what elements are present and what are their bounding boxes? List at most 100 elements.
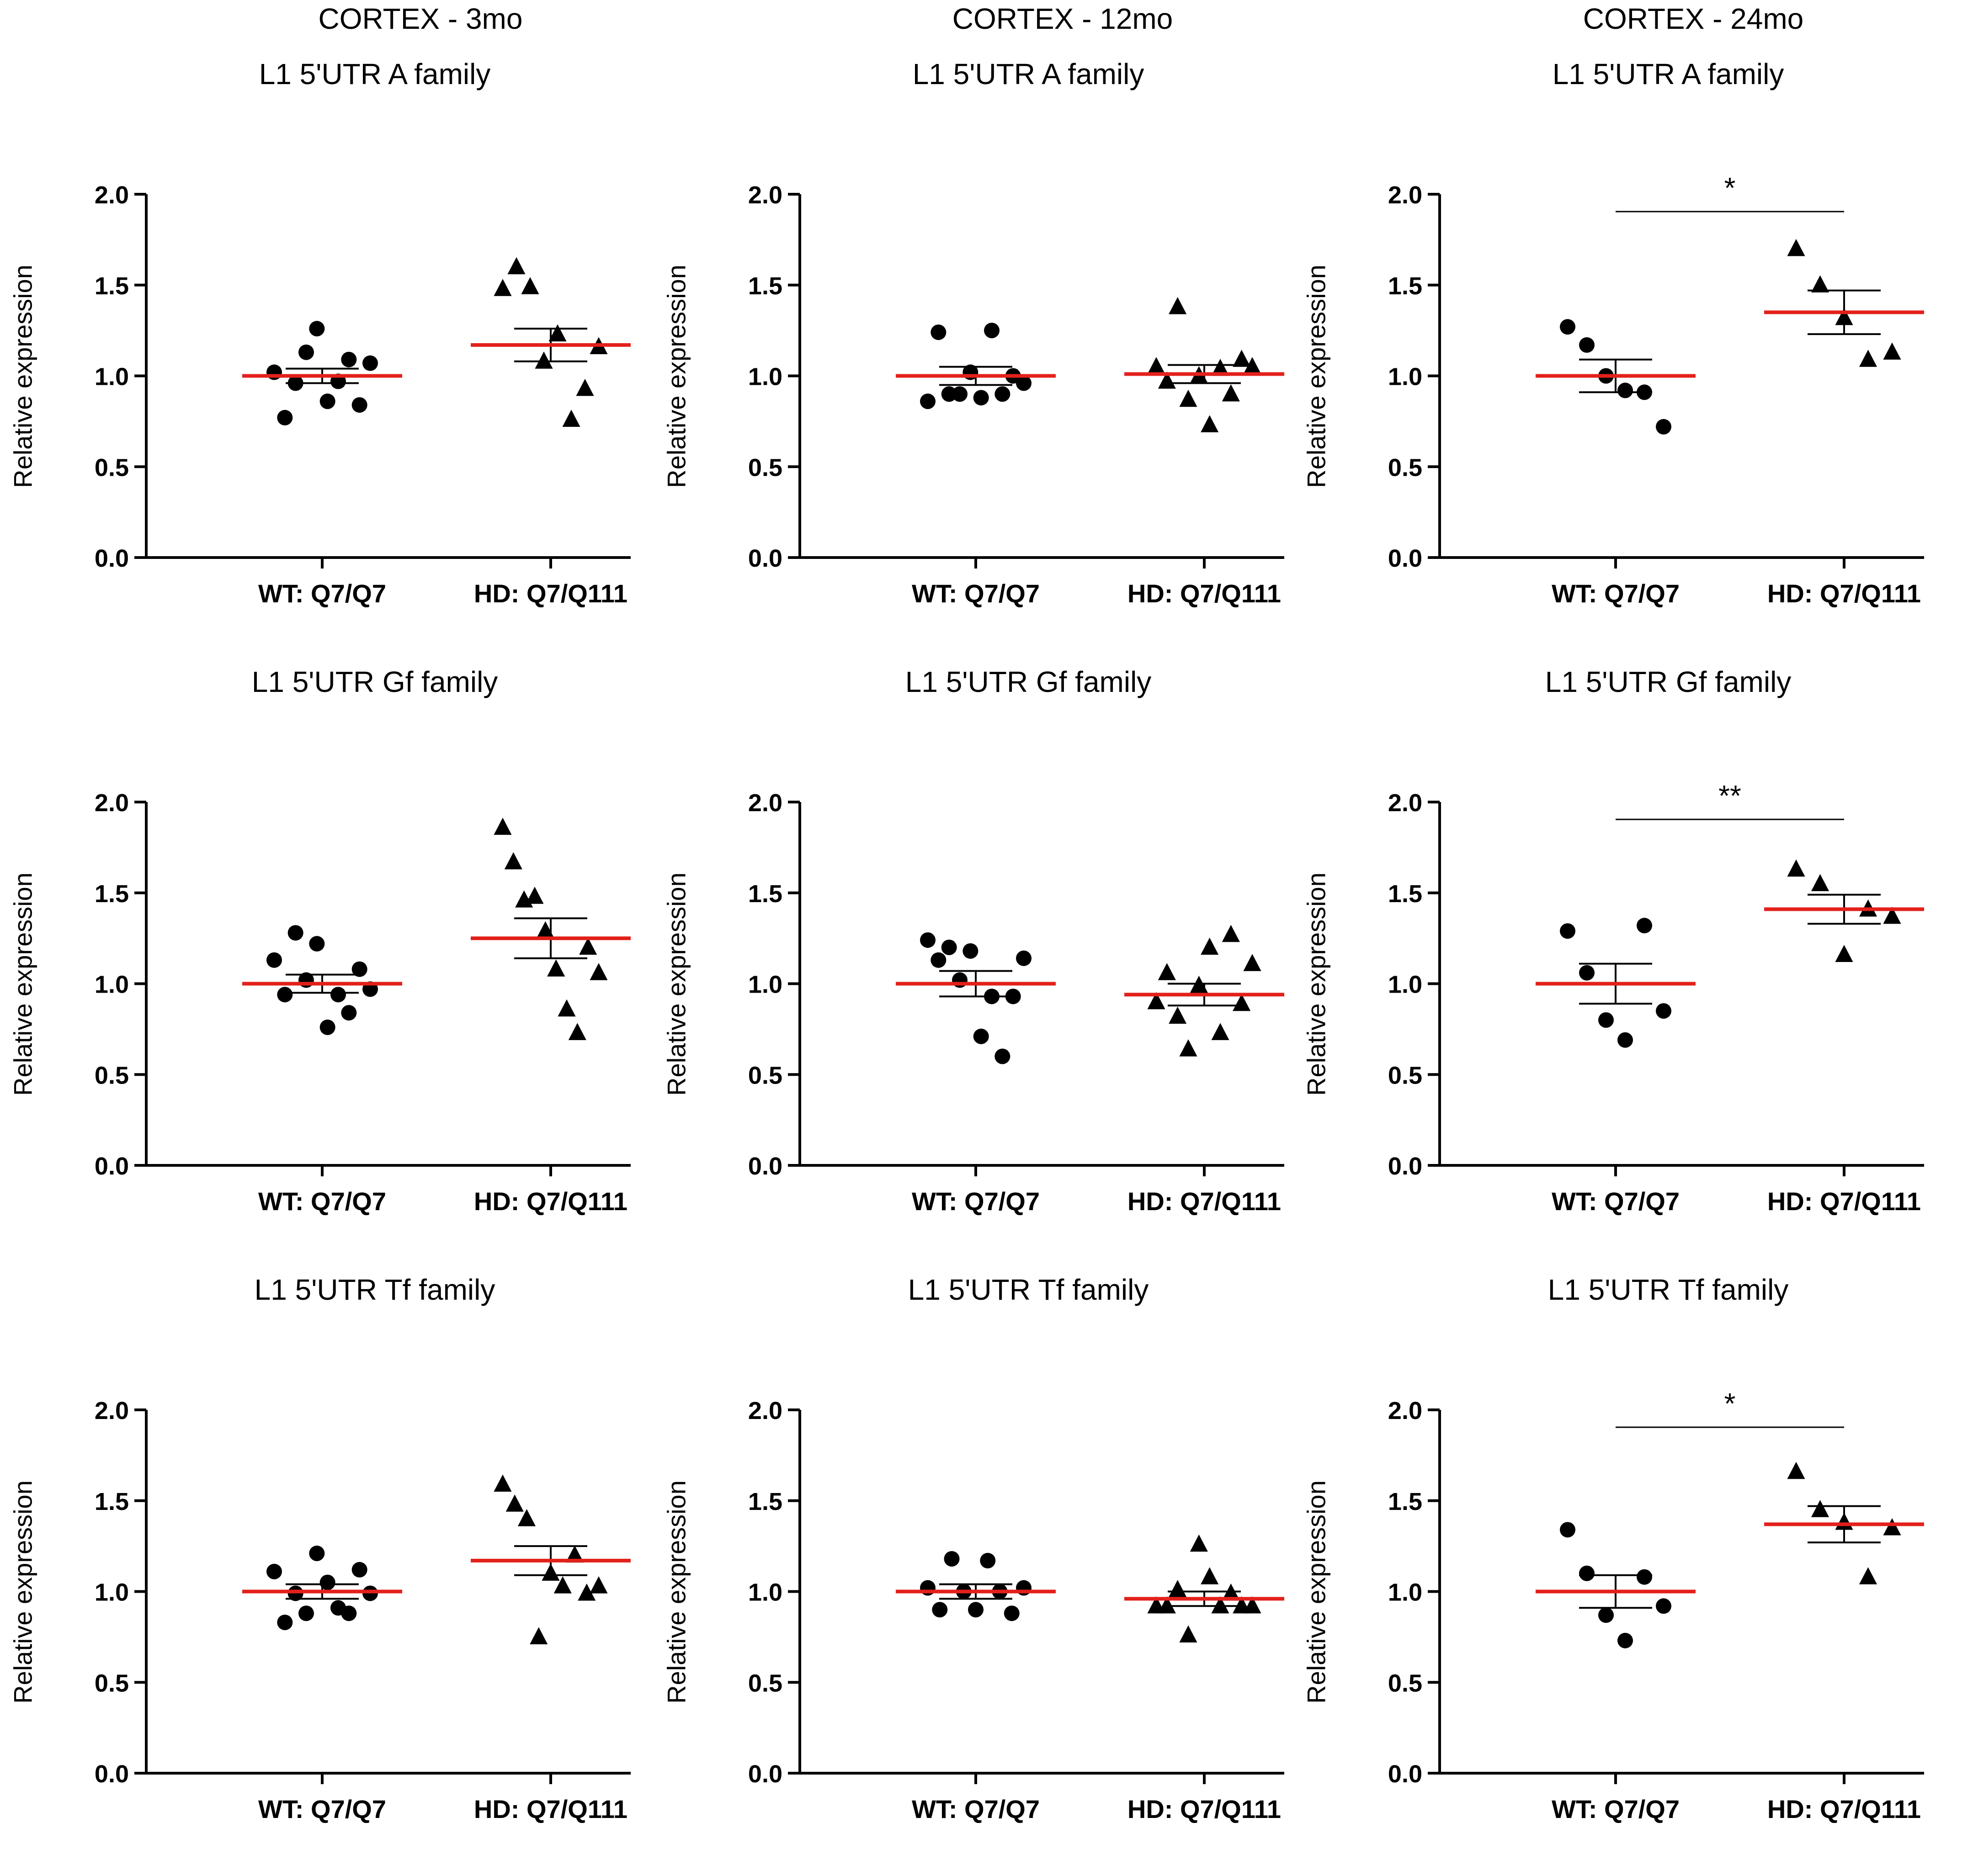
x-tick-label: HD: Q7/Q111 bbox=[1767, 1795, 1921, 1823]
scatter-plot: 0.0 0.5 1.0 1.5 2.0 WT: Q7/Q7 HD: Q7/Q111 bbox=[95, 1397, 631, 1823]
data-point-triangle bbox=[590, 963, 608, 980]
y-tick-label: 1.0 bbox=[1388, 1579, 1422, 1606]
data-point-triangle bbox=[1859, 350, 1877, 367]
data-point-triangle bbox=[568, 1023, 586, 1040]
y-tick-label: 0.5 bbox=[748, 1062, 782, 1089]
panel-tf-3mo: L1 5'UTR Tf family Relative expression 0.0… bbox=[0, 1273, 640, 1876]
y-tick-label: 0.5 bbox=[95, 1669, 129, 1697]
data-point-circle bbox=[1560, 923, 1575, 939]
y-tick-label: 1.5 bbox=[1388, 1488, 1422, 1515]
panel-title: L1 5'UTR Tf family bbox=[908, 1273, 1149, 1306]
data-point-triangle bbox=[1158, 372, 1176, 389]
data-point-circle bbox=[341, 1605, 357, 1621]
data-point-triangle bbox=[530, 1627, 548, 1644]
data-point-triangle bbox=[1169, 1006, 1187, 1024]
data-point-triangle bbox=[1811, 275, 1829, 292]
panel-title: L1 5'UTR Gf family bbox=[1545, 665, 1792, 698]
data-point-circle bbox=[277, 987, 293, 1003]
x-tick-label: WT: Q7/Q7 bbox=[258, 1795, 386, 1823]
significance-label: ** bbox=[1718, 779, 1741, 812]
data-point-circle bbox=[309, 321, 325, 337]
y-tick-label: 0.0 bbox=[1388, 545, 1422, 572]
data-point-circle bbox=[1656, 419, 1671, 435]
data-point-triangle bbox=[553, 1576, 572, 1594]
y-tick-label: 2.0 bbox=[748, 1397, 782, 1424]
data-point-triangle bbox=[1243, 954, 1261, 971]
x-tick-label: WT: Q7/Q7 bbox=[1552, 1795, 1680, 1823]
y-tick-label: 1.5 bbox=[1388, 272, 1422, 300]
data-point-circle bbox=[1637, 918, 1652, 934]
data-point-triangle bbox=[1811, 1500, 1829, 1517]
data-point-triangle bbox=[1201, 415, 1219, 432]
data-point-circle bbox=[1560, 319, 1575, 335]
y-tick-label: 0.5 bbox=[748, 454, 782, 481]
scatter-plot: 0.0 0.5 1.0 1.5 2.0 WT: Q7/Q7 HD: Q7/Q111 bbox=[748, 1397, 1284, 1823]
panel-tf-24mo: L1 5'UTR Tf family Relative expression 0.0… bbox=[1293, 1273, 1933, 1876]
x-tick-label: WT: Q7/Q7 bbox=[912, 1187, 1040, 1216]
data-point-triangle bbox=[1169, 1580, 1187, 1597]
data-point-triangle bbox=[590, 1576, 608, 1594]
y-tick-label: 2.0 bbox=[748, 789, 782, 817]
data-point-triangle bbox=[1859, 1567, 1877, 1584]
data-point-circle bbox=[319, 393, 335, 409]
panel-a-3mo: L1 5'UTR A family Relative expression 0.0 0… bbox=[0, 57, 640, 660]
panel-title: L1 5'UTR Gf family bbox=[251, 665, 498, 698]
scatter-plot: 0.0 0.5 1.0 1.5 2.0 WT: Q7/Q7 HD: Q7/Q111 bbox=[95, 181, 631, 608]
data-point-circle bbox=[1560, 1522, 1575, 1538]
data-point-circle bbox=[266, 952, 282, 968]
panel-title: L1 5'UTR A family bbox=[259, 58, 491, 90]
data-point-circle bbox=[973, 390, 989, 406]
data-point-circle bbox=[1598, 1607, 1614, 1623]
data-point-triangle bbox=[1883, 907, 1901, 924]
data-point-triangle bbox=[1158, 963, 1176, 980]
data-point-circle bbox=[931, 324, 947, 340]
data-point-triangle bbox=[1243, 1596, 1261, 1614]
data-point-triangle bbox=[1147, 357, 1165, 374]
data-point-triangle bbox=[1233, 350, 1251, 367]
data-point-triangle bbox=[1835, 945, 1853, 962]
y-tick-label: 1.0 bbox=[95, 1579, 129, 1606]
data-point-triangle bbox=[558, 999, 576, 1017]
data-point-circle bbox=[351, 961, 367, 977]
y-tick-label: 1.5 bbox=[95, 880, 129, 908]
data-point-triangle bbox=[576, 378, 594, 396]
panel-a-12mo: L1 5'UTR A family Relative expression 0.0 0… bbox=[654, 57, 1293, 660]
data-point-triangle bbox=[1179, 389, 1197, 407]
x-tick-label: WT: Q7/Q7 bbox=[258, 1187, 386, 1216]
data-point-triangle bbox=[1787, 1461, 1805, 1479]
x-tick-label: WT: Q7/Q7 bbox=[258, 579, 386, 608]
scatter-plot: 0.0 0.5 1.0 1.5 2.0 WT: Q7/Q7 HD: Q7/Q111 bbox=[95, 789, 631, 1216]
data-point-triangle bbox=[494, 279, 512, 296]
column-header-3mo: CORTEX - 3mo bbox=[318, 2, 523, 35]
data-point-circle bbox=[944, 1551, 960, 1567]
data-point-triangle bbox=[1211, 1023, 1229, 1040]
y-tick-label: 1.5 bbox=[95, 272, 129, 300]
data-point-circle bbox=[1656, 1598, 1671, 1614]
data-point-triangle bbox=[1787, 239, 1805, 256]
data-point-triangle bbox=[562, 409, 580, 427]
data-point-triangle bbox=[547, 959, 565, 977]
data-point-triangle bbox=[1883, 1518, 1901, 1536]
data-point-triangle bbox=[1147, 992, 1165, 1010]
data-point-circle bbox=[1579, 1565, 1595, 1581]
data-point-triangle bbox=[1243, 357, 1261, 374]
y-tick-label: 1.5 bbox=[748, 1488, 782, 1515]
y-tick-label: 0.0 bbox=[1388, 1760, 1422, 1788]
data-point-circle bbox=[287, 925, 303, 941]
panel-a-24mo: L1 5'UTR A family Relative expression 0.0 0… bbox=[1293, 57, 1933, 660]
data-point-circle bbox=[920, 393, 936, 409]
data-point-triangle bbox=[494, 1474, 512, 1492]
y-tick-label: 2.0 bbox=[1388, 789, 1422, 817]
panel-gf-24mo: L1 5'UTR Gf family Relative expression 0.0… bbox=[1293, 665, 1933, 1268]
data-point-circle bbox=[1637, 1569, 1652, 1585]
data-point-circle bbox=[952, 386, 968, 402]
y-tick-label: 0.0 bbox=[95, 1153, 129, 1180]
y-tick-label: 0.0 bbox=[748, 1760, 782, 1788]
x-tick-label: WT: Q7/Q7 bbox=[912, 579, 1040, 608]
y-tick-label: 0.0 bbox=[1388, 1153, 1422, 1180]
data-point-triangle bbox=[578, 1584, 596, 1601]
y-tick-label: 1.0 bbox=[95, 363, 129, 391]
data-point-circle bbox=[309, 1546, 325, 1562]
data-point-triangle bbox=[1179, 1039, 1197, 1057]
data-point-triangle bbox=[1222, 925, 1240, 942]
